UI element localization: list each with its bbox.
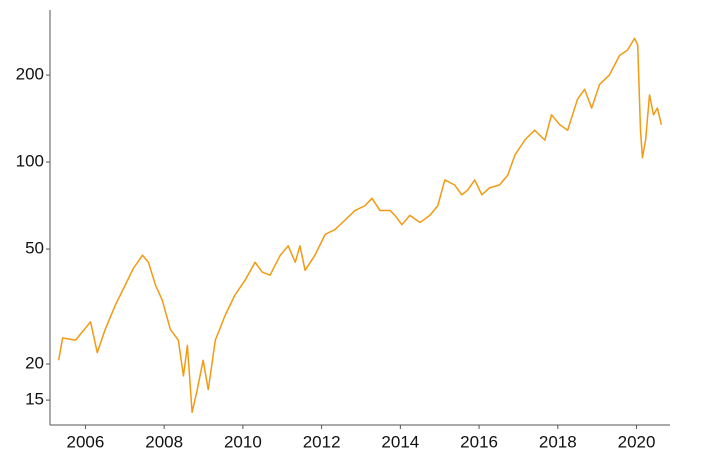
y-tick-label: 200	[16, 65, 44, 84]
x-tick-label: 2014	[381, 432, 419, 451]
y-tick-label: 50	[25, 239, 44, 258]
x-tick-label: 2006	[67, 432, 105, 451]
y-tick-label: 100	[16, 152, 44, 171]
x-tick-label: 2016	[460, 432, 498, 451]
x-tick-label: 2010	[224, 432, 262, 451]
x-tick-label: 2020	[618, 432, 656, 451]
y-tick-label: 20	[25, 353, 44, 372]
price-line	[57, 37, 663, 414]
x-tick-label: 2012	[303, 432, 341, 451]
x-tick-label: 2008	[145, 432, 183, 451]
x-tick-label: 2018	[539, 432, 577, 451]
y-tick-label: 15	[25, 390, 44, 409]
